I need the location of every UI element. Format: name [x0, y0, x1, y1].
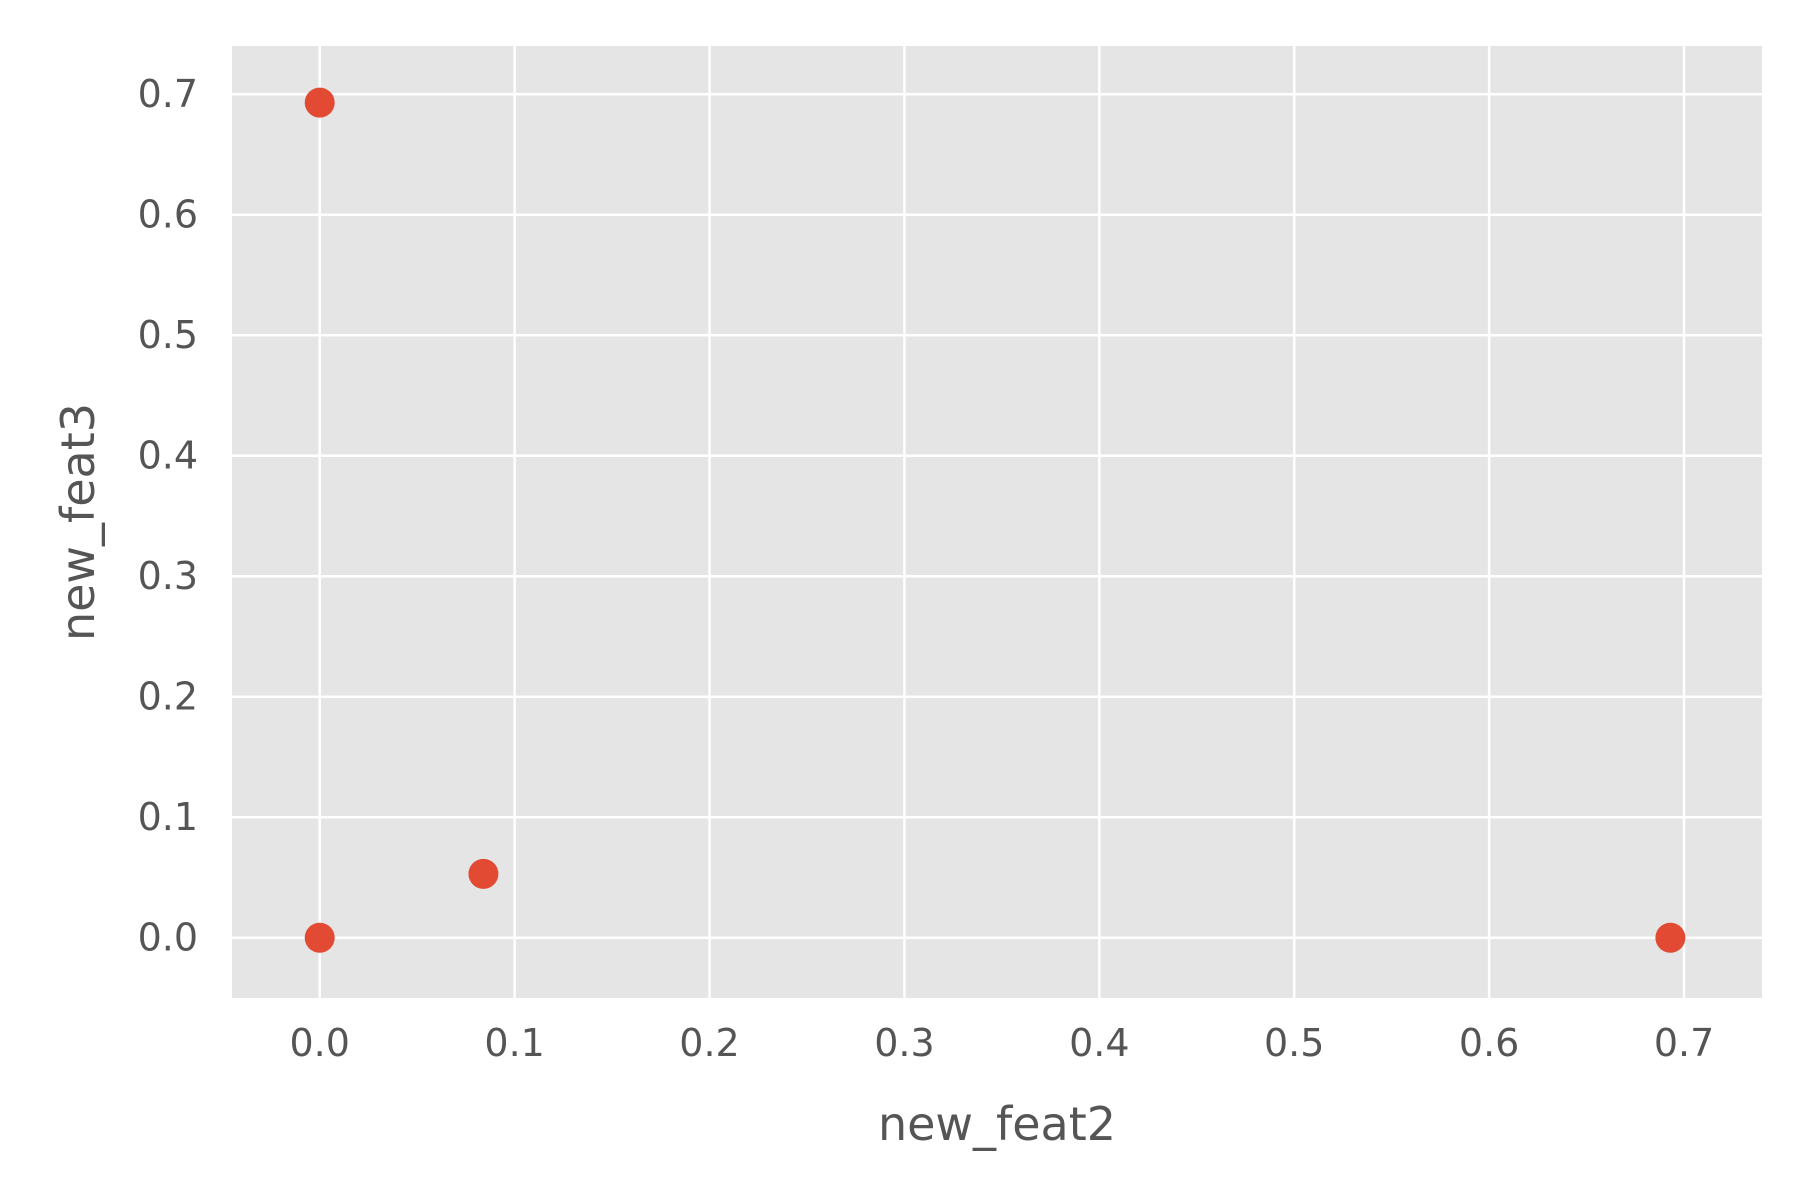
y-tick-label: 0.2	[138, 675, 198, 719]
data-point	[1655, 922, 1686, 953]
x-tick-label: 0.5	[1264, 1021, 1324, 1065]
x-tick-labels: 0.0 0.1 0.2 0.3 0.4 0.5 0.6 0.7	[289, 1021, 1714, 1065]
data-point	[304, 922, 335, 953]
data-point	[468, 858, 499, 889]
data-point	[304, 87, 335, 118]
y-axis-label: new_feat3	[51, 403, 105, 641]
x-axis-label: new_feat2	[878, 1097, 1116, 1151]
y-tick-labels: 0.0 0.1 0.2 0.3 0.4 0.5 0.6 0.7	[138, 72, 198, 960]
y-tick-label: 0.3	[138, 554, 198, 598]
y-tick-label: 0.7	[138, 72, 198, 116]
plot-area	[232, 46, 1762, 998]
y-tick-label: 0.5	[138, 313, 198, 357]
x-tick-label: 0.2	[679, 1021, 739, 1065]
x-gridlines	[318, 46, 1686, 998]
x-tick-label: 0.1	[484, 1021, 544, 1065]
y-tick-label: 0.0	[138, 916, 198, 960]
x-tick-label: 0.0	[289, 1021, 349, 1065]
data-points	[304, 87, 1686, 953]
x-tick-label: 0.3	[874, 1021, 934, 1065]
x-tick-label: 0.4	[1069, 1021, 1129, 1065]
y-tick-label: 0.4	[138, 434, 198, 478]
x-tick-label: 0.6	[1459, 1021, 1519, 1065]
y-gridlines	[232, 92, 1762, 939]
y-tick-label: 0.1	[138, 795, 198, 839]
y-tick-label: 0.6	[138, 193, 198, 237]
x-tick-label: 0.7	[1654, 1021, 1714, 1065]
